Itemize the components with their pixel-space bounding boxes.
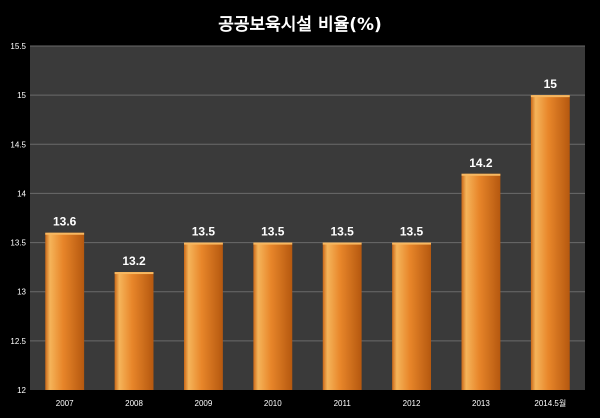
bar-top-highlight (114, 272, 154, 275)
y-tick-label: 13.5 (10, 239, 26, 248)
bar (530, 95, 570, 391)
bar (461, 173, 501, 390)
value-labels: 13.6 13.2 13.5 13.5 13.5 13.5 14.2 15 (53, 77, 557, 268)
data-label: 13.2 (122, 254, 146, 268)
bar-top-highlight (45, 232, 85, 235)
y-tick-label: 14.5 (10, 140, 26, 149)
y-tick-label: 12.5 (10, 337, 26, 346)
bar (184, 242, 223, 390)
y-tick-label: 15.5 (10, 42, 26, 51)
bar-top-highlight (253, 242, 293, 245)
x-tick-label: 2007 (56, 399, 74, 408)
x-tick-label: 2012 (403, 399, 421, 408)
bar (322, 242, 362, 390)
x-tick-label: 2014.5월 (534, 398, 566, 408)
bar (392, 242, 431, 390)
plot-area (30, 46, 585, 390)
data-label: 13.5 (192, 225, 216, 239)
bar (45, 232, 85, 390)
bar (114, 272, 154, 390)
x-tick-label: 2009 (195, 399, 213, 408)
bars (45, 95, 570, 391)
y-axis: 12 12.5 13 13.5 14 14.5 15 15.5 (10, 42, 26, 395)
x-axis: 2007 2008 2009 2010 2011 2012 2013 2014.5월 (56, 398, 566, 408)
x-tick-label: 2010 (264, 399, 282, 408)
y-tick-label: 12 (17, 386, 26, 395)
y-tick-label: 15 (17, 91, 26, 100)
bar-top-highlight (392, 242, 431, 245)
data-label: 15 (544, 77, 558, 91)
data-label: 13.5 (261, 225, 285, 239)
x-tick-label: 2008 (125, 399, 143, 408)
data-label: 14.2 (469, 156, 493, 170)
data-label: 13.5 (331, 225, 355, 239)
data-label: 13.6 (53, 215, 77, 229)
x-tick-label: 2013 (472, 399, 490, 408)
y-tick-label: 13 (17, 288, 26, 297)
chart-title: 공공보육시설 비율(%) (218, 15, 382, 35)
data-label: 13.5 (400, 225, 424, 239)
bar-top-highlight (530, 95, 570, 98)
x-tick-label: 2011 (334, 399, 352, 408)
y-tick-label: 14 (17, 189, 26, 198)
bar-top-highlight (322, 242, 362, 245)
bar-top-highlight (461, 173, 501, 176)
bar (253, 242, 293, 390)
bar-top-highlight (184, 242, 223, 245)
